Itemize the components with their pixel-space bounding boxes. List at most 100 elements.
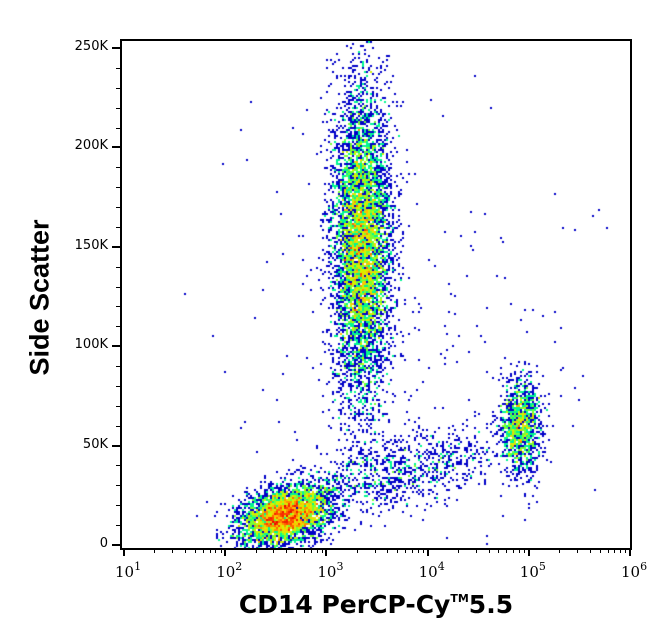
x-minor-tick — [417, 549, 419, 553]
y-minor-tick — [116, 326, 120, 328]
y-minor-tick — [116, 67, 120, 69]
x-minor-tick — [411, 549, 413, 553]
y-tick-label: 150K — [74, 237, 108, 253]
x-tick-exponent: 6 — [640, 560, 648, 573]
x-minor-tick — [310, 549, 312, 553]
x-minor-tick — [405, 549, 407, 553]
x-minor-tick — [607, 549, 609, 553]
y-minor-tick — [116, 127, 120, 129]
x-tick-base: 10 — [115, 563, 135, 581]
x-minor-tick — [599, 549, 601, 553]
y-major-tick — [112, 444, 121, 447]
y-major-tick — [112, 146, 121, 149]
y-minor-tick — [116, 505, 120, 507]
x-tick-label: 103 — [317, 560, 344, 581]
x-major-tick — [426, 548, 429, 556]
x-tick-label: 101 — [115, 560, 142, 581]
x-tick-base: 10 — [418, 563, 438, 581]
x-minor-tick — [518, 549, 520, 553]
y-minor-tick — [116, 525, 120, 527]
y-minor-tick — [116, 306, 120, 308]
x-minor-tick — [498, 549, 500, 553]
x-minor-tick — [397, 549, 399, 553]
x-minor-tick — [374, 549, 376, 553]
x-minor-tick — [286, 549, 288, 553]
x-minor-tick — [356, 549, 358, 553]
y-tick-label: 50K — [82, 436, 108, 452]
x-major-tick — [123, 548, 125, 556]
x-minor-tick — [303, 549, 305, 553]
x-minor-tick — [620, 549, 622, 553]
x-minor-tick — [273, 549, 275, 553]
x-minor-tick — [172, 549, 174, 553]
x-minor-tick — [255, 549, 257, 553]
x-tick-exponent: 5 — [538, 560, 546, 573]
density-scatter-canvas — [122, 41, 630, 548]
x-minor-tick — [475, 549, 477, 553]
x-minor-tick — [625, 549, 627, 553]
x-major-tick — [325, 548, 328, 556]
y-minor-tick — [116, 405, 120, 407]
x-minor-tick — [321, 549, 323, 553]
y-minor-tick — [116, 465, 120, 467]
y-minor-tick — [116, 87, 120, 89]
y-major-tick — [112, 544, 121, 546]
x-axis-title-suffix: 5.5 — [468, 590, 514, 619]
x-minor-tick — [513, 549, 515, 553]
x-minor-tick — [577, 549, 579, 553]
x-minor-tick — [422, 549, 424, 553]
x-tick-base: 10 — [519, 563, 539, 581]
x-tick-base: 10 — [317, 563, 337, 581]
y-minor-tick — [116, 425, 120, 427]
x-axis-title-main: CD14 PerCP-Cy — [238, 590, 451, 619]
x-tick-exponent: 3 — [336, 560, 344, 573]
x-tick-label: 102 — [216, 560, 243, 581]
x-tick-exponent: 1 — [134, 560, 142, 573]
y-minor-tick — [116, 107, 120, 109]
x-minor-tick — [524, 549, 526, 553]
x-minor-tick — [295, 549, 297, 553]
x-major-tick — [527, 548, 530, 556]
x-minor-tick — [316, 549, 318, 553]
y-minor-tick — [116, 167, 120, 169]
x-major-tick — [224, 548, 227, 556]
y-minor-tick — [116, 366, 120, 368]
x-tick-exponent: 2 — [235, 560, 243, 573]
x-minor-tick — [209, 549, 211, 553]
y-tick-label: 250K — [74, 39, 108, 54]
x-minor-tick — [184, 549, 186, 553]
x-tick-label: 105 — [519, 560, 546, 581]
y-minor-tick — [116, 286, 120, 288]
y-tick-label: 200K — [74, 138, 108, 154]
x-minor-tick — [154, 549, 156, 553]
y-tick-label: 0 — [99, 536, 108, 551]
x-minor-tick — [387, 549, 389, 553]
x-tick-label: 106 — [621, 560, 648, 581]
x-minor-tick — [589, 549, 591, 553]
trademark-mark: TM — [450, 592, 469, 605]
x-minor-tick — [614, 549, 616, 553]
x-minor-tick — [458, 549, 460, 553]
y-tick-label: 100K — [74, 337, 108, 353]
x-minor-tick — [220, 549, 222, 553]
x-minor-tick — [215, 549, 217, 553]
x-minor-tick — [506, 549, 508, 553]
x-minor-tick — [559, 549, 561, 553]
y-minor-tick — [116, 485, 120, 487]
x-minor-tick — [202, 549, 204, 553]
y-major-tick — [112, 47, 121, 49]
y-minor-tick — [116, 187, 120, 189]
x-minor-tick — [488, 549, 490, 553]
y-axis-title: Side Scatter — [24, 219, 55, 376]
x-major-tick — [629, 548, 631, 556]
x-tick-base: 10 — [216, 563, 236, 581]
x-minor-tick — [194, 549, 196, 553]
x-tick-label: 104 — [418, 560, 445, 581]
y-major-tick — [112, 245, 121, 248]
x-tick-base: 10 — [621, 563, 641, 581]
y-major-tick — [112, 345, 121, 348]
y-minor-tick — [116, 207, 120, 209]
x-axis-title: CD14 PerCP-CyTM5.5 — [120, 590, 632, 619]
x-tick-exponent: 4 — [437, 560, 445, 573]
y-minor-tick — [116, 266, 120, 268]
